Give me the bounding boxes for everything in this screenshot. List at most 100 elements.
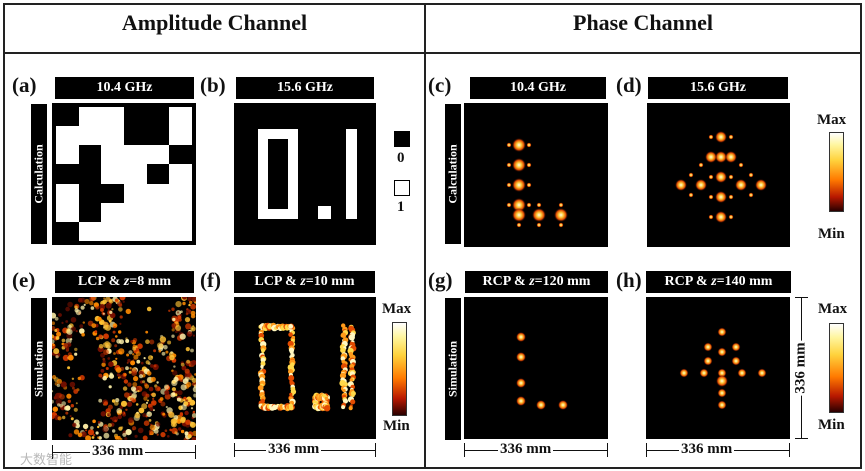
speckle xyxy=(119,409,123,413)
bitmap-cell xyxy=(124,107,148,127)
speckle xyxy=(171,307,175,311)
speckle xyxy=(148,419,152,422)
focal-spot xyxy=(532,208,546,222)
speckle xyxy=(190,407,194,410)
speckle xyxy=(146,306,152,312)
focal-spot xyxy=(717,327,727,337)
title-divider xyxy=(3,52,862,54)
speckle xyxy=(91,436,95,439)
speckle xyxy=(70,317,77,323)
speckle xyxy=(141,403,148,410)
speckle xyxy=(175,330,178,333)
row-label-calculation-phase: Calculation xyxy=(445,104,461,244)
panel-c-phase-calculation xyxy=(464,103,608,247)
speckle xyxy=(190,303,196,310)
speckle xyxy=(145,330,149,334)
speckle xyxy=(60,381,67,388)
sidelobe-spot xyxy=(526,162,532,168)
speckle xyxy=(167,435,170,438)
sidelobe-spot xyxy=(526,182,532,188)
speckle xyxy=(130,386,137,392)
outline-speckle xyxy=(260,364,264,369)
panel-h-header: RCP & z=140 mm xyxy=(646,271,791,293)
focal-spot xyxy=(695,179,707,191)
speckle xyxy=(82,423,89,430)
panel-b-label: (b) xyxy=(200,73,226,97)
panel-b-coding-pattern xyxy=(234,103,376,245)
speckle xyxy=(56,331,62,337)
speckle xyxy=(184,368,190,374)
speckle xyxy=(82,321,85,324)
speckle xyxy=(109,310,113,314)
speckle xyxy=(87,429,95,436)
focal-spot xyxy=(725,151,737,163)
speckle xyxy=(184,431,189,436)
speckle xyxy=(149,424,156,431)
colorbar-left-max-label: Max xyxy=(382,301,412,317)
speckle xyxy=(56,378,62,384)
speckle xyxy=(145,360,150,365)
focal-spot xyxy=(757,368,767,378)
speckle xyxy=(102,375,107,381)
panel-a-label: (a) xyxy=(12,73,37,97)
sidelobe-spot xyxy=(536,202,542,208)
speckle xyxy=(109,312,116,319)
focal-spot xyxy=(755,179,767,191)
speckle xyxy=(52,339,55,344)
speckle xyxy=(153,364,157,368)
speckle xyxy=(56,394,60,397)
sidelobe-spot xyxy=(558,222,564,228)
bitmap-cell xyxy=(146,145,170,165)
speckle xyxy=(161,351,166,356)
speckle xyxy=(102,360,106,364)
speckle xyxy=(80,305,85,310)
speckle xyxy=(160,401,166,407)
bitmap-cell xyxy=(78,164,102,185)
speckle xyxy=(151,392,156,398)
speckle xyxy=(59,394,65,400)
speckle xyxy=(118,303,123,307)
speckle xyxy=(73,429,80,435)
bitmap-cell xyxy=(78,126,102,146)
speckle xyxy=(73,389,79,394)
panel-h-height-label: 336 mm xyxy=(792,340,810,396)
focal-spot xyxy=(679,368,689,378)
speckle xyxy=(159,336,167,343)
sidelobe-spot xyxy=(698,162,704,168)
speckle xyxy=(98,344,104,349)
speckle xyxy=(98,334,103,339)
panel-b-header: 15.6 GHz xyxy=(236,77,374,99)
speckle xyxy=(98,373,103,378)
speckle xyxy=(134,412,141,419)
speckle xyxy=(92,434,96,437)
panel-h-dimension-tick-left xyxy=(646,443,647,457)
speckle xyxy=(109,299,113,303)
speckle xyxy=(97,316,102,322)
speckle xyxy=(145,339,150,344)
panel-e-amplitude-simulation xyxy=(52,297,196,440)
speckle xyxy=(169,354,175,361)
focal-spot xyxy=(705,151,717,163)
speckle xyxy=(187,434,192,439)
speckle xyxy=(75,330,78,333)
bitmap-cell xyxy=(124,183,148,204)
speckle xyxy=(170,351,173,354)
speckle xyxy=(55,398,62,406)
focal-spot xyxy=(731,342,741,352)
speckle xyxy=(167,340,172,345)
speckle xyxy=(192,386,196,393)
panel-e-header: LCP & z=8 mm xyxy=(55,271,194,293)
panel-f-amplitude-simulation xyxy=(234,297,376,439)
speckle xyxy=(140,361,144,365)
speckle xyxy=(59,403,63,408)
speckle xyxy=(156,381,159,384)
speckle xyxy=(191,377,196,383)
colorbar-top-min-label: Min xyxy=(818,226,845,242)
colorbar-right-max-label: Max xyxy=(818,301,848,317)
speckle xyxy=(125,408,128,411)
panel-g-dimension-tick-left xyxy=(464,443,465,457)
speckle xyxy=(164,390,170,396)
digit-zero-shape xyxy=(258,129,298,219)
speckle xyxy=(103,297,106,300)
speckle xyxy=(118,330,122,334)
